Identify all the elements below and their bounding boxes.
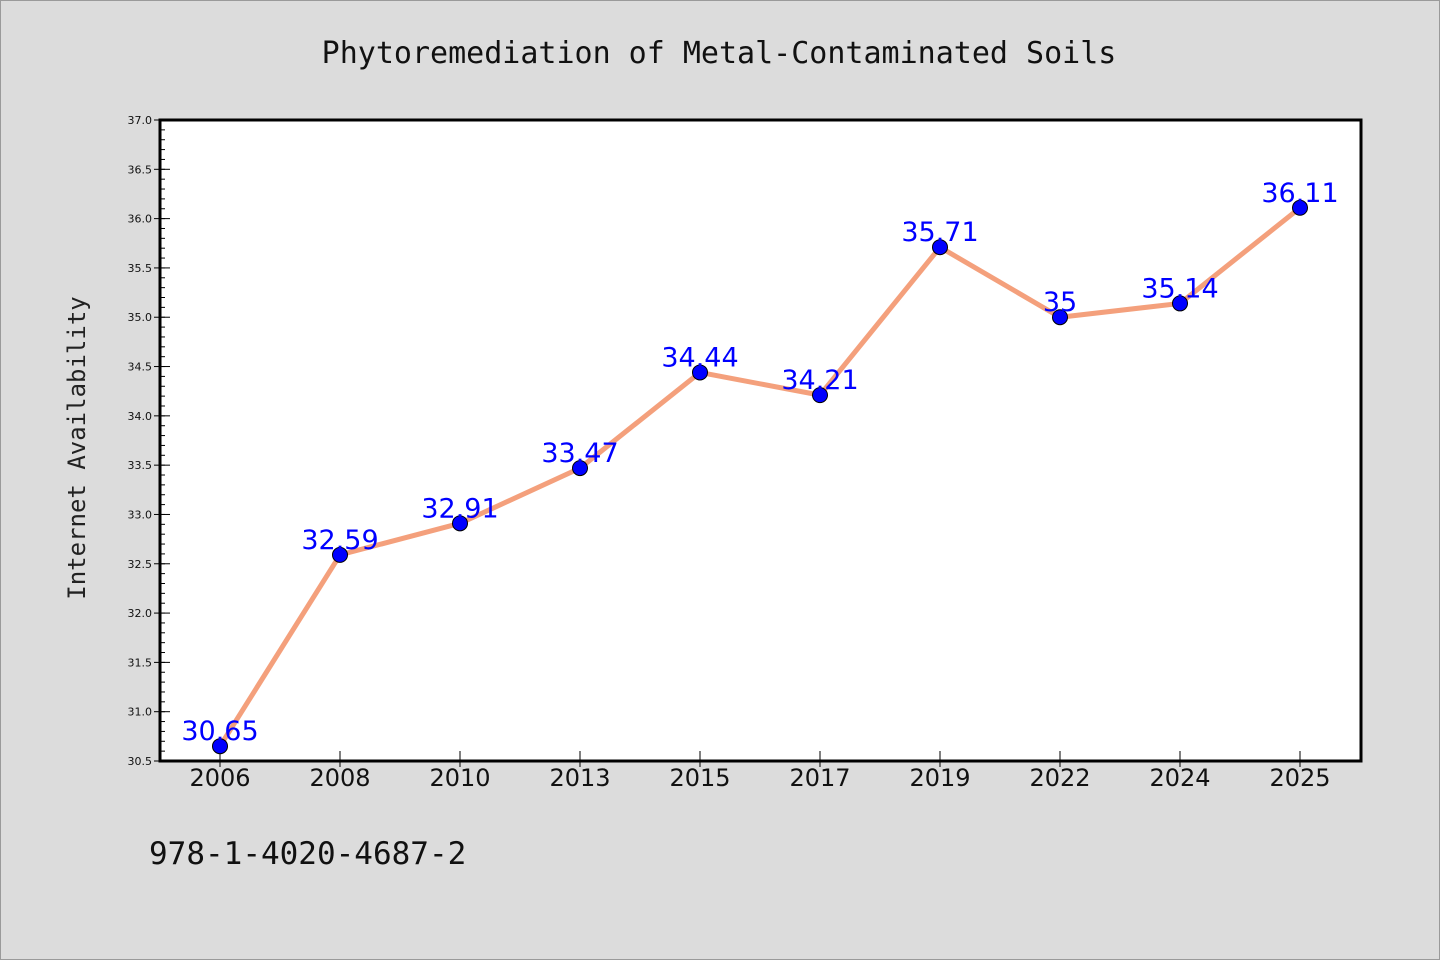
data-value-label: 33.47 — [541, 438, 618, 469]
y-tick-label: 31.0 — [128, 706, 153, 719]
x-tick-label: 2017 — [789, 764, 850, 792]
y-tick-label: 34.5 — [128, 361, 153, 374]
y-tick-label: 30.5 — [128, 755, 153, 768]
data-point-marker — [812, 387, 828, 404]
data-value-label: 35.14 — [1141, 273, 1218, 304]
x-tick-label: 2008 — [309, 764, 370, 792]
y-tick-label: 32.5 — [128, 558, 153, 571]
x-tick-label: 2006 — [189, 764, 250, 792]
series-line — [217, 205, 1303, 749]
data-point-marker — [212, 738, 228, 755]
data-point-marker — [1172, 295, 1188, 312]
y-axis-label: Internet Availability — [63, 296, 91, 599]
y-tick-label: 35.0 — [128, 311, 153, 324]
y-axis: 30.5 31.0 31.5 32.0 32.5 33.0 33.5 34.0 34.5 35.0… — [128, 114, 170, 768]
x-tick-label: 2015 — [669, 764, 730, 792]
x-tick-label: 2024 — [1149, 764, 1210, 792]
x-tick-label: 2022 — [1029, 764, 1090, 792]
y-tick-label: 33.5 — [128, 459, 153, 472]
x-tick-label: 2010 — [429, 764, 490, 792]
plot-border — [158, 118, 1363, 763]
y-tick-label: 37.0 — [128, 114, 153, 127]
data-value-label: 34.44 — [661, 342, 738, 373]
y-tick-label: 33.0 — [128, 508, 153, 521]
x-tick-label: 2025 — [1269, 764, 1330, 792]
y-tick-label: 36.5 — [128, 163, 153, 176]
x-tick-label: 2013 — [549, 764, 610, 792]
data-point-marker — [932, 239, 948, 256]
data-value-label: 30.65 — [181, 716, 258, 747]
series-group: 30.65 32.59 32.91 33.47 34.44 34.21 35.71 35 35.… — [181, 178, 1339, 755]
data-value-label: 32.59 — [301, 525, 378, 556]
y-tick-label: 36.0 — [128, 213, 153, 226]
data-point-marker — [1052, 309, 1068, 326]
data-point-marker — [452, 515, 468, 532]
y-tick-label: 32.0 — [128, 607, 153, 620]
data-value-label: 36.11 — [1261, 178, 1338, 209]
y-tick-label: 31.5 — [128, 656, 153, 669]
data-point-marker — [572, 460, 588, 477]
chart-title: Phytoremediation of Metal-Contaminated S… — [322, 36, 1117, 71]
y-tick-label: 34.0 — [128, 410, 153, 423]
isbn-annotation: 978-1-4020-4687-2 — [149, 836, 466, 872]
data-value-label: 35 — [1043, 287, 1077, 318]
x-axis: 2006 2008 2010 2013 2015 2017 2019 2022 2024 2025 — [189, 751, 1331, 792]
data-value-label: 32.91 — [421, 493, 498, 524]
data-point-marker — [1292, 199, 1308, 216]
data-value-label: 34.21 — [781, 365, 858, 396]
data-point-marker — [332, 546, 348, 563]
x-tick-label: 2019 — [909, 764, 970, 792]
y-tick-label: 35.5 — [128, 262, 153, 275]
data-value-label: 35.71 — [901, 217, 978, 248]
data-point-marker — [692, 364, 708, 381]
plot-area — [160, 120, 1361, 761]
